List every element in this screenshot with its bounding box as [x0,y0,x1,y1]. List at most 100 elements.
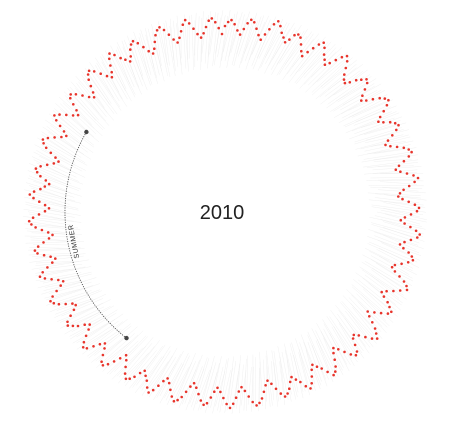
data-point [277,20,280,23]
band-strand [153,356,177,393]
band-strand [34,166,72,185]
band-strand [257,22,280,71]
band-strand [366,162,419,169]
data-point [411,258,415,262]
band-strand [49,290,102,313]
data-point [332,346,335,350]
band-strand [226,356,234,411]
band-strand [326,76,372,109]
band-strand [364,260,409,288]
band-strand [354,129,404,145]
band-strand [272,22,295,60]
data-point [315,365,319,369]
data-point [333,358,337,362]
band-strand [329,332,350,372]
band-strand [373,147,417,154]
band-strand [94,325,132,356]
data-point [272,23,276,26]
band-strand [74,88,110,126]
data-point [371,97,375,101]
band-strand [28,252,74,256]
data-point [389,144,392,148]
data-point [391,134,394,137]
band-strand [230,12,243,54]
band-strand [343,104,390,127]
data-point [37,213,41,216]
band-strand [151,31,165,82]
data-point [41,271,44,274]
band-strand [283,343,298,398]
data-point [180,395,183,399]
band-strand [369,216,426,230]
data-point [154,33,157,37]
band-strand [327,64,363,91]
band-strand [123,352,150,379]
band-strand [329,316,359,360]
data-point [45,163,49,167]
band-strand [116,41,142,95]
band-strand [33,181,82,197]
data-point [366,310,370,313]
data-point [124,58,127,61]
band-strand [372,172,417,174]
data-point [112,360,116,363]
data-point [354,353,358,357]
band-strand [251,366,254,412]
band-strand [182,19,187,69]
data-point [334,365,337,368]
band-strand [64,305,115,335]
band-strand [194,12,197,56]
band-strand [32,168,70,186]
band-strand [70,309,118,340]
data-point [155,29,159,32]
band-strand [138,37,149,74]
radial-band [23,10,427,414]
band-strand [29,255,84,263]
band-strand [123,346,155,384]
band-strand [111,347,144,380]
band-strand [353,111,392,126]
data-point [402,280,406,283]
band-strand [331,326,355,367]
data-point [184,390,188,394]
band-strand [284,350,297,400]
data-point [123,372,127,375]
data-point [340,55,344,59]
data-point [242,27,246,31]
data-point [328,61,332,65]
band-strand [196,370,210,404]
data-point [153,40,157,44]
data-point [322,53,326,56]
band-strand [25,228,69,234]
band-strand [57,305,96,322]
data-point [386,312,390,315]
data-point [59,284,62,287]
band-strand [316,323,343,371]
data-point [410,150,413,154]
band-strand [290,352,299,393]
band-strand [98,326,138,362]
data-point [32,190,36,193]
band-strand [210,356,222,408]
data-point [300,54,304,58]
band-strand [294,42,329,84]
band-strand [380,219,419,232]
band-strand [371,269,404,293]
band-strand [351,284,392,319]
band-strand [156,354,181,398]
data-point [103,347,106,350]
band-strand [270,27,296,71]
band-strand [28,194,67,207]
band-strand [31,254,74,258]
data-point [253,21,256,24]
data-point [113,53,116,57]
data-point [345,54,349,58]
band-strand [122,46,140,88]
data-point [414,229,418,233]
data-point [415,209,419,213]
data-point [81,346,85,349]
data-point [42,142,45,145]
data-point [386,300,389,304]
band-strand [76,318,116,344]
data-point [144,374,147,378]
